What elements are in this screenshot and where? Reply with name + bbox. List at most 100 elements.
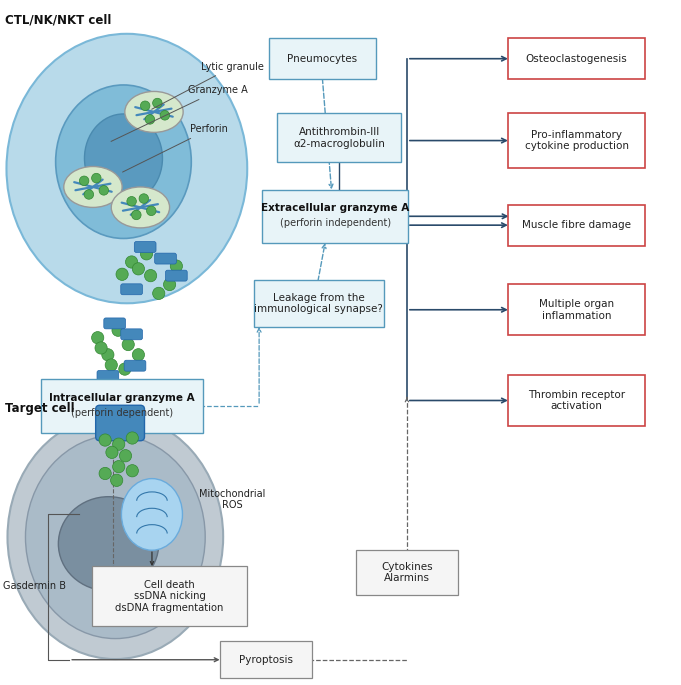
Text: Antithrombin-III
α2-macroglobulin: Antithrombin-III α2-macroglobulin <box>294 127 385 149</box>
FancyArrowPatch shape <box>318 245 326 281</box>
FancyBboxPatch shape <box>97 371 118 382</box>
Circle shape <box>112 324 124 336</box>
FancyBboxPatch shape <box>121 329 142 340</box>
Circle shape <box>144 269 157 282</box>
Text: Thrombin receptor
activation: Thrombin receptor activation <box>528 390 625 411</box>
Text: Granzyme A: Granzyme A <box>111 86 248 141</box>
FancyBboxPatch shape <box>508 38 645 79</box>
Circle shape <box>91 173 101 183</box>
Text: Perforin: Perforin <box>123 125 228 172</box>
FancyBboxPatch shape <box>121 284 142 295</box>
Text: (perforin independent): (perforin independent) <box>279 218 391 228</box>
FancyBboxPatch shape <box>104 318 125 329</box>
Circle shape <box>112 460 125 473</box>
Circle shape <box>132 349 144 361</box>
Circle shape <box>145 114 155 124</box>
Circle shape <box>160 110 170 120</box>
FancyBboxPatch shape <box>220 641 312 678</box>
FancyArrowPatch shape <box>410 138 506 142</box>
Text: Lytic granule: Lytic granule <box>152 62 264 109</box>
Text: Pneumocytes: Pneumocytes <box>287 53 358 64</box>
Ellipse shape <box>64 166 122 208</box>
Circle shape <box>140 101 150 110</box>
FancyArrowPatch shape <box>407 214 507 219</box>
Text: (perforin dependent): (perforin dependent) <box>71 408 173 418</box>
Circle shape <box>116 268 128 280</box>
FancyArrowPatch shape <box>410 308 506 312</box>
FancyArrowPatch shape <box>322 79 333 188</box>
FancyArrowPatch shape <box>151 552 154 565</box>
Circle shape <box>91 332 104 344</box>
Ellipse shape <box>7 415 223 659</box>
Text: Gasdermin B: Gasdermin B <box>3 582 67 591</box>
Circle shape <box>84 190 93 199</box>
Circle shape <box>131 210 141 220</box>
FancyArrowPatch shape <box>410 56 506 61</box>
Circle shape <box>170 260 183 272</box>
FancyArrowPatch shape <box>257 328 261 403</box>
Ellipse shape <box>7 34 247 303</box>
Text: CTL/NK/NKT cell: CTL/NK/NKT cell <box>5 14 111 27</box>
Text: Multiple organ
inflammation: Multiple organ inflammation <box>539 299 614 321</box>
Text: Osteoclastogenesis: Osteoclastogenesis <box>526 53 627 64</box>
Ellipse shape <box>25 435 205 638</box>
FancyBboxPatch shape <box>124 360 146 371</box>
Circle shape <box>153 287 165 299</box>
Circle shape <box>80 176 89 186</box>
Circle shape <box>126 432 138 444</box>
Circle shape <box>105 359 117 371</box>
FancyBboxPatch shape <box>92 566 247 626</box>
Text: Leakage from the
immunological synapse?: Leakage from the immunological synapse? <box>255 292 383 314</box>
Ellipse shape <box>84 114 163 203</box>
Text: Cell death
ssDNA nicking
dsDNA fragmentation: Cell death ssDNA nicking dsDNA fragmenta… <box>115 580 224 613</box>
Circle shape <box>112 438 125 450</box>
Circle shape <box>99 434 111 446</box>
Circle shape <box>140 248 153 260</box>
FancyArrowPatch shape <box>72 658 218 662</box>
Text: Intracellular granzyme A: Intracellular granzyme A <box>49 393 195 403</box>
Circle shape <box>127 197 136 206</box>
Text: Mitochondrial
ROS: Mitochondrial ROS <box>200 488 266 510</box>
FancyBboxPatch shape <box>254 280 384 327</box>
FancyBboxPatch shape <box>42 379 203 432</box>
Circle shape <box>139 194 148 203</box>
Text: Cytokines
Alarmins: Cytokines Alarmins <box>381 562 433 583</box>
FancyBboxPatch shape <box>508 375 645 426</box>
Text: Pyroptosis: Pyroptosis <box>239 655 293 664</box>
Circle shape <box>99 467 111 479</box>
Circle shape <box>101 349 114 361</box>
FancyBboxPatch shape <box>356 550 458 595</box>
Circle shape <box>119 449 131 462</box>
FancyBboxPatch shape <box>508 113 645 168</box>
FancyArrowPatch shape <box>410 223 506 227</box>
FancyBboxPatch shape <box>277 113 401 162</box>
FancyArrowPatch shape <box>410 398 506 403</box>
Text: Pro-inflammatory
cytokine production: Pro-inflammatory cytokine production <box>524 129 629 151</box>
Circle shape <box>99 186 108 195</box>
FancyBboxPatch shape <box>165 270 187 281</box>
Text: Extracellular granzyme A: Extracellular granzyme A <box>261 203 409 213</box>
FancyArrowPatch shape <box>405 397 409 402</box>
Ellipse shape <box>59 497 159 591</box>
Ellipse shape <box>121 479 183 550</box>
Circle shape <box>110 474 123 486</box>
Circle shape <box>163 278 176 290</box>
Circle shape <box>95 342 107 354</box>
FancyBboxPatch shape <box>262 190 408 243</box>
FancyBboxPatch shape <box>134 242 156 253</box>
FancyBboxPatch shape <box>268 38 376 79</box>
Ellipse shape <box>56 85 191 238</box>
Ellipse shape <box>125 91 183 132</box>
Text: Muscle fibre damage: Muscle fibre damage <box>522 220 631 230</box>
FancyBboxPatch shape <box>155 253 176 264</box>
Circle shape <box>122 338 134 351</box>
Circle shape <box>153 98 162 108</box>
FancyBboxPatch shape <box>95 406 144 440</box>
Circle shape <box>106 446 118 458</box>
Circle shape <box>132 262 144 275</box>
Circle shape <box>126 464 138 477</box>
Ellipse shape <box>111 187 170 228</box>
Circle shape <box>118 363 131 375</box>
Circle shape <box>125 256 138 268</box>
FancyBboxPatch shape <box>508 284 645 336</box>
